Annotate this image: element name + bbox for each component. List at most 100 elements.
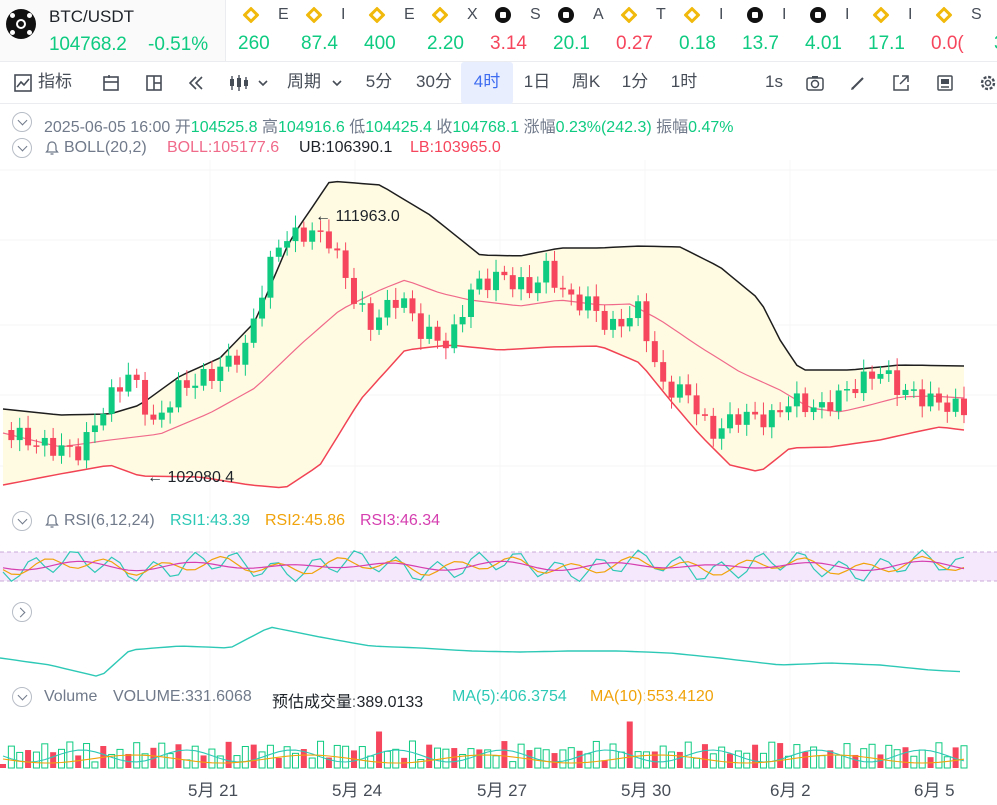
- rsi2-value: RSI2:45.86: [265, 512, 346, 529]
- split-panel-icon[interactable]: [144, 73, 164, 93]
- period-dropdown[interactable]: 周期: [287, 72, 321, 91]
- ticker-list: E 260 I 87.4 E 400 X 2.20 S 3.14 A 20.1 T 0.27 I 0.18 I 1…: [226, 0, 997, 61]
- main-pair-ticker[interactable]: BTC/USDT 104768.2 -0.51%: [0, 0, 226, 61]
- ticker-item[interactable]: X 2.20: [415, 0, 478, 61]
- volume-bar: [57, 748, 65, 769]
- collapse-chevron-icon[interactable]: [12, 112, 32, 132]
- ticker-item[interactable]: I 13.7: [730, 0, 793, 61]
- boll-collapse-chevron-icon[interactable]: [12, 138, 32, 158]
- expand-icon[interactable]: [891, 73, 911, 93]
- candle-body: [125, 374, 132, 392]
- interval-tab[interactable]: 周K: [571, 72, 601, 91]
- layout-icon[interactable]: [101, 73, 121, 93]
- candle-body: [108, 387, 115, 414]
- candle-body: [300, 227, 307, 242]
- interval-tab[interactable]: 4时: [461, 62, 513, 104]
- ticker-item[interactable]: I 0.18: [667, 0, 730, 61]
- candle-body: [100, 413, 107, 426]
- ticker-symbol: I: [782, 6, 787, 23]
- candle-body: [242, 342, 249, 365]
- ticker-symbol: I: [845, 6, 850, 23]
- candle-body: [200, 368, 207, 386]
- template-icon[interactable]: [935, 73, 955, 93]
- ticker-item[interactable]: E 400: [352, 0, 415, 61]
- interval-tab[interactable]: 30分: [416, 72, 452, 91]
- volume-bar: [158, 742, 166, 769]
- period-high-value: 111963.0: [335, 208, 400, 225]
- volume-bar: [626, 721, 633, 768]
- candle-body: [626, 318, 633, 327]
- volume-bar: [484, 749, 492, 769]
- volume-bar: [777, 743, 784, 768]
- candle-body: [434, 326, 441, 341]
- rsi3-line: [2, 560, 965, 572]
- indicators-button[interactable]: 指标: [38, 72, 72, 91]
- camera-icon[interactable]: [805, 73, 825, 93]
- ticker-item[interactable]: T 0.27: [604, 0, 667, 61]
- candle-body: [852, 389, 859, 394]
- candle-body: [476, 278, 483, 290]
- interval-tab[interactable]: 1分: [621, 72, 649, 91]
- volume-bar: [166, 753, 174, 769]
- candle-datetime: 2025-06-05 16:00: [44, 119, 171, 136]
- candle-body: [116, 387, 123, 392]
- volume-bar: [517, 743, 525, 769]
- ticker-symbol: S: [530, 6, 541, 23]
- volume-bar: [684, 741, 692, 769]
- candle-body: [576, 294, 583, 311]
- candle-body: [693, 395, 700, 415]
- volume-bar: [451, 748, 458, 768]
- volume-bar: [392, 748, 400, 769]
- rsi3-value: RSI3:46.34: [360, 512, 441, 529]
- pencil-icon[interactable]: [848, 73, 868, 93]
- volume-bar: [902, 747, 909, 768]
- okx-icon: [810, 7, 826, 23]
- ticker-item[interactable]: I 17.1: [856, 0, 919, 61]
- volume-bar: [567, 747, 575, 769]
- close-value: 104768.1: [452, 119, 520, 136]
- ticker-item[interactable]: 3: [982, 0, 997, 61]
- rewind-icon[interactable]: [186, 73, 206, 93]
- indicator-expand-chevron-icon[interactable]: [12, 602, 32, 622]
- indicator-chart-icon[interactable]: [13, 73, 33, 93]
- okx-icon: [747, 7, 763, 23]
- ticker-item[interactable]: E 260: [226, 0, 289, 61]
- ticker-item[interactable]: I 87.4: [289, 0, 352, 61]
- ticker-item[interactable]: S 0.0(: [919, 0, 982, 61]
- low-value: 104425.4: [365, 119, 432, 136]
- bell-icon[interactable]: [44, 140, 60, 156]
- volume-bar: [125, 753, 132, 768]
- refresh-interval[interactable]: 1s: [765, 72, 783, 91]
- volume-bar: [108, 753, 116, 769]
- candle-body: [760, 414, 767, 428]
- candle-body: [944, 402, 951, 412]
- candle-body: [334, 248, 341, 251]
- rsi-bell-icon[interactable]: [44, 513, 60, 529]
- interval-tab[interactable]: 1日: [523, 72, 551, 91]
- chevron-down-icon[interactable]: [256, 73, 270, 93]
- period-chevron-down-icon[interactable]: [330, 73, 344, 93]
- rsi-collapse-chevron-icon[interactable]: [12, 511, 32, 531]
- okx-logo-icon: [6, 9, 36, 39]
- ticker-item[interactable]: A 20.1: [541, 0, 604, 61]
- candle-type-icon[interactable]: [228, 73, 250, 93]
- ticker-value: 0.27: [616, 33, 653, 54]
- interval-tab[interactable]: 1时: [670, 72, 698, 91]
- volume-collapse-chevron-icon[interactable]: [12, 687, 32, 707]
- ticker-item[interactable]: S 3.14: [478, 0, 541, 61]
- ticker-bar: BTC/USDT 104768.2 -0.51% E 260 I 87.4 E 400 X 2…: [0, 0, 997, 62]
- volume-bar: [651, 751, 658, 768]
- candle-body: [426, 326, 433, 339]
- candle-body: [768, 410, 775, 428]
- interval-tab[interactable]: 5分: [365, 72, 393, 91]
- candle-body: [350, 277, 357, 304]
- candle-body: [752, 411, 759, 415]
- ticker-value: 3: [994, 33, 997, 55]
- ticker-symbol: I: [908, 6, 913, 23]
- ticker-item[interactable]: I 4.01: [793, 0, 856, 61]
- candle-body: [810, 407, 817, 413]
- volume-bar: [41, 743, 49, 769]
- volume-bar: [551, 753, 558, 768]
- settings-gear-icon[interactable]: [978, 73, 997, 93]
